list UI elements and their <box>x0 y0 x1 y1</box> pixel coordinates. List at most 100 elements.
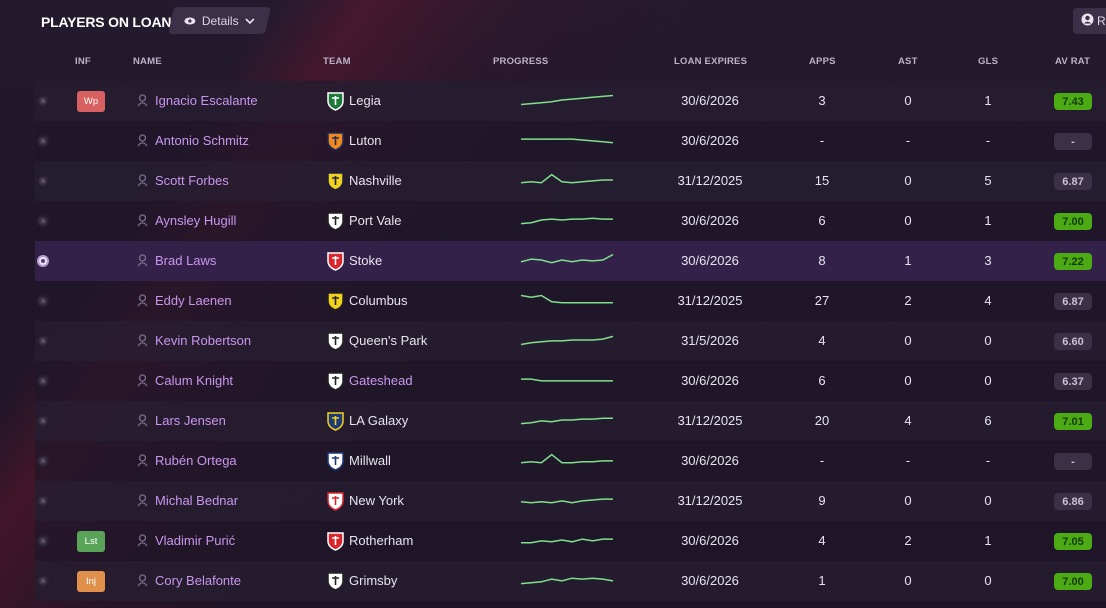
reports-button-label: R <box>1097 14 1106 28</box>
assists-value: - <box>905 133 911 148</box>
table-row[interactable]: Lst Vladimir Purić Rotherham 30/6/2026 4… <box>35 521 1106 561</box>
player-name-link[interactable]: Brad Laws <box>155 253 217 268</box>
apps-value: 9 <box>818 493 826 508</box>
player-name-link[interactable]: Antonio Schmitz <box>155 133 249 148</box>
eye-icon <box>184 17 196 25</box>
row-select-radio[interactable] <box>37 95 49 107</box>
player-name-link[interactable]: Aynsley Hugill <box>155 213 237 228</box>
row-select-radio[interactable] <box>37 455 49 467</box>
team-name-link[interactable]: Millwall <box>349 453 391 468</box>
team-name-link[interactable]: Luton <box>349 133 382 148</box>
apps-value: 3 <box>818 93 826 108</box>
loan-expires-value: 30/6/2026 <box>681 373 739 388</box>
team-name-link[interactable]: Nashville <box>349 173 402 188</box>
row-select-radio[interactable] <box>37 335 49 347</box>
page-title: PLAYERS ON LOAN <box>41 14 172 30</box>
team-name-link[interactable]: Gateshead <box>349 373 413 388</box>
row-select-radio[interactable] <box>37 295 49 307</box>
row-select-radio[interactable] <box>37 495 49 507</box>
goals-value: 5 <box>984 173 992 188</box>
loan-expires-value: 30/6/2026 <box>681 253 739 268</box>
average-rating-badge: 7.22 <box>1054 253 1092 270</box>
progress-sparkline <box>521 138 614 144</box>
player-name-link[interactable]: Cory Belafonte <box>155 573 241 588</box>
player-name-link[interactable]: Ignacio Escalante <box>155 93 258 108</box>
team-name-link[interactable]: Columbus <box>349 293 408 308</box>
team-name-link[interactable]: Legia <box>349 93 381 108</box>
row-select-radio[interactable] <box>37 255 49 267</box>
col-header-gls[interactable]: GLS <box>978 56 999 67</box>
col-header-team[interactable]: TEAM <box>323 56 351 67</box>
col-header-ast[interactable]: AST <box>898 56 918 67</box>
team-name-link[interactable]: Stoke <box>349 253 383 268</box>
player-name-link[interactable]: Calum Knight <box>155 373 234 388</box>
row-select-radio[interactable] <box>37 175 49 187</box>
team-name-link[interactable]: LA Galaxy <box>349 413 409 428</box>
loan-expires-value: 31/12/2025 <box>677 293 743 308</box>
assists-value: 0 <box>904 213 912 228</box>
apps-value: 6 <box>818 373 826 388</box>
millwall-crest-icon <box>327 452 344 471</box>
progress-sparkline <box>520 498 613 504</box>
average-rating-badge: 6.87 <box>1054 293 1092 310</box>
table-row[interactable]: Michal Bednar New York 31/12/2025 9 0 0 … <box>35 481 1106 521</box>
table-row[interactable]: Rubén Ortega Millwall 30/6/2026 - - - - <box>35 441 1106 481</box>
team-name-link[interactable]: Port Vale <box>349 213 402 228</box>
apps-value: 6 <box>818 213 826 228</box>
table-row[interactable]: Inj Cory Belafonte Grimsby 30/6/2026 1 0… <box>35 561 1106 601</box>
average-rating-badge: 6.37 <box>1054 373 1092 390</box>
players-table: Wp Ignacio Escalante Legia 30/6/2026 3 0… <box>35 81 1106 601</box>
col-header-apps[interactable]: APPS <box>809 56 836 67</box>
player-name-link[interactable]: Vladimir Purić <box>155 533 236 548</box>
progress-sparkline <box>520 294 613 304</box>
team-name-link[interactable]: New York <box>349 493 404 508</box>
row-select-radio[interactable] <box>37 375 49 387</box>
average-rating-badge: 7.05 <box>1054 533 1092 550</box>
row-select-radio[interactable] <box>37 535 49 547</box>
reports-button[interactable]: R <box>1073 8 1106 34</box>
col-header-inf[interactable]: INF <box>75 56 91 67</box>
column-headers: INF NAME TEAM PROGRESS LOAN EXPIRES APPS… <box>0 52 1106 70</box>
player-name-link[interactable]: Rubén Ortega <box>155 453 237 468</box>
info-badge: Lst <box>77 531 105 552</box>
loan-expires-value: 30/6/2026 <box>681 533 739 548</box>
col-header-name[interactable]: NAME <box>133 56 162 67</box>
row-select-radio[interactable] <box>37 135 49 147</box>
row-select-radio[interactable] <box>37 215 49 227</box>
average-rating-badge: 7.00 <box>1054 213 1092 230</box>
loan-expires-value: 30/6/2026 <box>681 93 739 108</box>
progress-sparkline <box>520 173 613 184</box>
player-name-link[interactable]: Kevin Robertson <box>155 333 252 348</box>
assists-value: 0 <box>904 93 912 108</box>
table-row[interactable]: Wp Ignacio Escalante Legia 30/6/2026 3 0… <box>35 81 1106 121</box>
assists-value: 2 <box>904 293 912 308</box>
table-row[interactable]: Lars Jensen LA Galaxy 31/12/2025 20 4 6 … <box>35 401 1106 441</box>
col-header-progress[interactable]: PROGRESS <box>493 56 549 67</box>
table-row[interactable]: Aynsley Hugill Port Vale 30/6/2026 6 0 1… <box>35 201 1106 241</box>
table-row[interactable]: Brad Laws Stoke 30/6/2026 8 1 3 7.22 <box>35 241 1106 281</box>
table-row[interactable]: Scott Forbes Nashville 31/12/2025 15 0 5… <box>35 161 1106 201</box>
player-name-link[interactable]: Scott Forbes <box>155 173 229 188</box>
details-dropdown-button[interactable]: Details <box>168 7 271 34</box>
row-select-radio[interactable] <box>37 575 49 587</box>
apps-value: 20 <box>814 413 830 428</box>
col-header-loan-expires[interactable]: LOAN EXPIRES <box>674 56 748 67</box>
apps-value: 4 <box>818 333 826 348</box>
row-select-radio[interactable] <box>37 415 49 427</box>
table-row[interactable]: Antonio Schmitz Luton 30/6/2026 - - - - <box>35 121 1106 161</box>
lagalaxy-crest-icon <box>327 412 344 431</box>
player-name-link[interactable]: Michal Bednar <box>155 493 239 508</box>
col-header-av-rat[interactable]: AV RAT <box>1055 56 1091 67</box>
team-name-link[interactable]: Rotherham <box>349 533 414 548</box>
table-row[interactable]: Kevin Robertson Queen's Park 31/5/2026 4… <box>35 321 1106 361</box>
loan-expires-value: 31/12/2025 <box>677 493 743 508</box>
progress-sparkline <box>520 335 614 346</box>
table-row[interactable]: Calum Knight Gateshead 30/6/2026 6 0 0 6… <box>35 361 1106 401</box>
team-name-link[interactable]: Grimsby <box>349 573 398 588</box>
player-name-link[interactable]: Eddy Laenen <box>155 293 232 308</box>
newyork-crest-icon <box>327 492 344 511</box>
progress-sparkline <box>520 453 613 464</box>
player-name-link[interactable]: Lars Jensen <box>155 413 226 428</box>
table-row[interactable]: Eddy Laenen Columbus 31/12/2025 27 2 4 6… <box>35 281 1106 321</box>
team-name-link[interactable]: Queen's Park <box>349 333 428 348</box>
